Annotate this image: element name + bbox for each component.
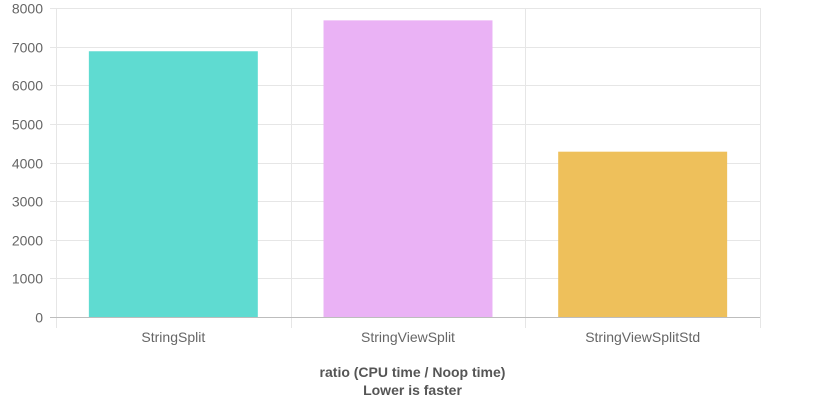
y-tick-label: 8000 [12, 1, 43, 17]
x-tick-labels: StringSplit StringViewSplit StringViewSpli… [141, 329, 700, 345]
bar-stringviewsplitstd [558, 151, 728, 317]
x-axis-subtitle: Lower is faster [363, 382, 462, 398]
bar-stringviewsplit [323, 20, 493, 318]
x-tick-label: StringSplit [141, 329, 205, 345]
y-tick-label: 5000 [12, 117, 43, 133]
y-tick-label: 4000 [12, 156, 43, 172]
bar-stringsplit [88, 51, 258, 317]
bars [88, 20, 728, 318]
y-tick-label: 0 [35, 310, 43, 326]
x-tick-label: StringViewSplit [361, 329, 455, 345]
y-tick-label: 2000 [12, 233, 43, 249]
x-axis-title: ratio (CPU time / Noop time) [319, 364, 506, 380]
y-tick-label: 6000 [12, 78, 43, 94]
x-tick-label: StringViewSplitStd [585, 329, 700, 345]
y-tick-label: 7000 [12, 40, 43, 56]
y-tick-label: 3000 [12, 194, 43, 210]
y-tick-label: 1000 [12, 271, 43, 287]
y-tick-labels: 0 1000 2000 3000 4000 5000 6000 7000 8000 [12, 1, 43, 326]
